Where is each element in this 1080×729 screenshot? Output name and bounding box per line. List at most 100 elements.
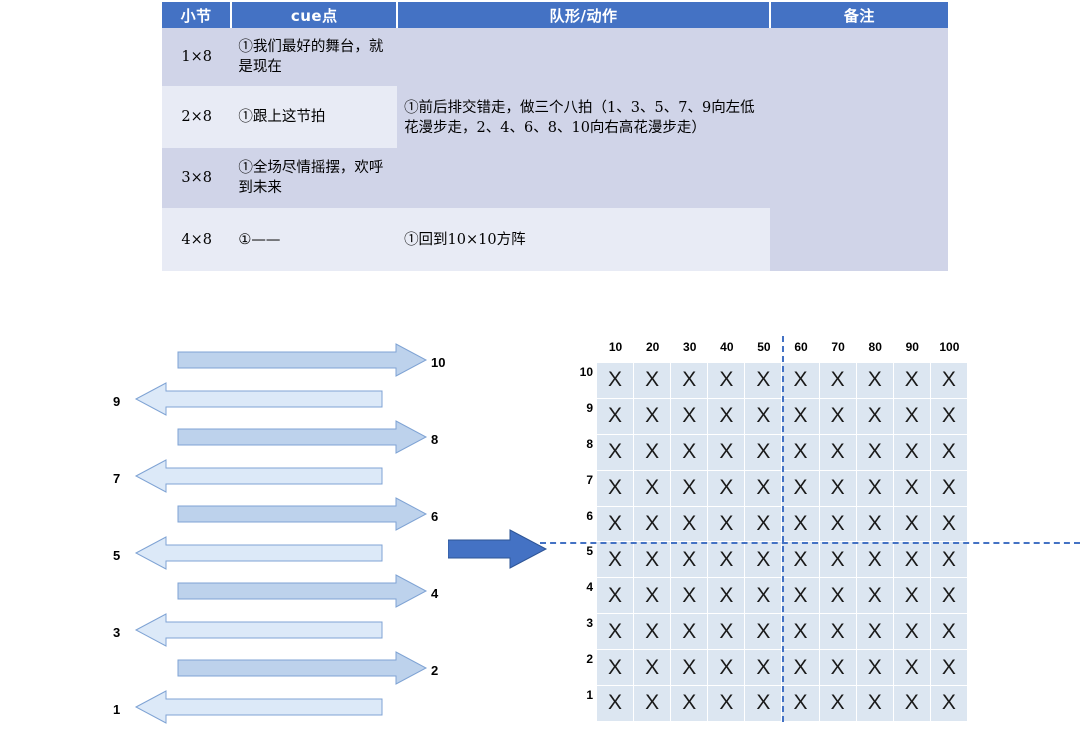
- left-arrow-icon: [134, 535, 383, 570]
- grid-cell: X: [782, 650, 820, 687]
- grid-cell: X: [671, 686, 709, 722]
- grid-cell: X: [819, 434, 857, 471]
- grid-col-header-20: 20: [645, 340, 660, 354]
- grid-cell: X: [671, 506, 709, 543]
- arrow-label-2: 2: [431, 663, 439, 678]
- grid-cell: X: [671, 398, 709, 435]
- grid-cell: X: [708, 506, 746, 543]
- grid-cell: X: [856, 578, 894, 615]
- grid-cell: X: [930, 506, 968, 543]
- grid-horizontal-divider-line: [540, 542, 1080, 544]
- arrow-row-2: 2: [0, 650, 470, 690]
- grid-cell: X: [634, 363, 672, 399]
- grid-cell: X: [708, 650, 746, 687]
- arrow-row-7: 7: [0, 458, 470, 498]
- grid-cell: X: [745, 614, 783, 651]
- grid-cell: X: [634, 650, 672, 687]
- right-arrow-icon: [177, 420, 428, 454]
- cell-move-1: ①前后排交错走，做三个八拍（1、3、5、7、9向左低花漫步走，2、4、6、8、1…: [397, 28, 770, 208]
- grid-cell: X: [893, 470, 931, 507]
- grid-column-headers: 10 20 30 40 50 60 70 80 90 100: [597, 340, 968, 358]
- grid-row-label-5: 5: [586, 544, 593, 559]
- arrow-row-6: 6: [0, 496, 470, 536]
- grid-cell: X: [930, 650, 968, 687]
- cell-move-4: ①回到10×10方阵: [397, 208, 770, 271]
- grid-cell: X: [856, 470, 894, 507]
- grid-cell: X: [671, 578, 709, 615]
- grid-cell: X: [708, 614, 746, 651]
- arrow-label-1: 1: [113, 701, 121, 717]
- grid-cell: X: [819, 686, 857, 722]
- grid-row-10: 10 X X X X X X X X X X: [580, 363, 968, 399]
- grid-cell: X: [893, 686, 931, 722]
- cell-cue-1: ①我们最好的舞台，就是现在: [231, 28, 398, 86]
- grid-cell: X: [708, 542, 746, 579]
- grid-cell: X: [745, 650, 783, 687]
- grid-cell: X: [856, 434, 894, 471]
- right-arrow-icon: [177, 497, 428, 531]
- grid-cell: X: [708, 363, 746, 399]
- grid-cell: X: [819, 506, 857, 543]
- grid-cell: X: [893, 614, 931, 651]
- grid-rows: 10 X X X X X X X X X X 9 X X X X X X X X X X 8 X X X X X X X X X X 7 X X X X X…: [580, 363, 968, 722]
- grid-cell: X: [634, 398, 672, 435]
- arrow-label-5: 5: [113, 547, 121, 563]
- right-arrow-icon: [177, 343, 428, 377]
- grid-col-header-10: 10: [608, 340, 623, 354]
- grid-col-header-90: 90: [905, 340, 919, 354]
- grid-cell: X: [930, 470, 968, 507]
- left-arrow-icon: [134, 612, 383, 647]
- grid-cell: X: [671, 363, 709, 399]
- grid-cell: X: [856, 363, 894, 399]
- cell-note-1: [769, 28, 948, 271]
- grid-cell: X: [930, 686, 968, 722]
- header-note: 备注: [769, 2, 948, 28]
- cell-bar-2: 2×8: [162, 86, 232, 148]
- grid-cell: X: [782, 363, 820, 399]
- grid-cell: X: [856, 614, 894, 651]
- grid-cell: X: [708, 398, 746, 435]
- grid-cell: X: [708, 470, 746, 507]
- header-move: 队形/动作: [397, 2, 771, 28]
- grid-col-header-50: 50: [757, 340, 771, 354]
- grid-cell: X: [671, 614, 709, 651]
- grid-row-label-1: 1: [586, 688, 593, 703]
- grid-cell: X: [856, 542, 894, 579]
- cell-bar-3: 3×8: [162, 148, 232, 208]
- cell-cue-3: ①全场尽情摇摆，欢呼到未来: [231, 148, 398, 208]
- table-row: 1×8 ①我们最好的舞台，就是现在 ①前后排交错走，做三个八拍（1、3、5、7、…: [162, 28, 948, 271]
- transition-right-arrow-icon: [447, 528, 548, 570]
- grid-cell: X: [893, 542, 931, 579]
- cue-sheet-table: 小节 cue点 队形/动作 备注 1×8 ①我们最好的舞台，就是现在 ①前后排交…: [162, 2, 948, 271]
- grid-cell: X: [930, 434, 968, 471]
- grid-cell: X: [819, 542, 857, 579]
- grid-row-label-8: 8: [586, 436, 593, 451]
- grid-cell: X: [634, 614, 672, 651]
- grid-cell: X: [819, 470, 857, 507]
- arrow-label-10: 10: [431, 355, 446, 370]
- grid-cell: X: [782, 578, 820, 615]
- grid-cell: X: [708, 434, 746, 471]
- grid-cell: X: [597, 398, 635, 435]
- grid-cell: X: [745, 363, 783, 399]
- grid-cell: X: [634, 578, 672, 615]
- grid-cell: X: [597, 542, 635, 579]
- grid-row-label-10: 10: [579, 365, 593, 379]
- grid-cell: X: [745, 542, 783, 579]
- cell-bar-1: 1×8: [162, 28, 232, 86]
- grid-cell: X: [597, 470, 635, 507]
- arrow-label-8: 8: [431, 432, 439, 447]
- grid-cell: X: [856, 398, 894, 435]
- grid-cell: X: [597, 363, 635, 399]
- grid-cell: X: [930, 614, 968, 651]
- grid-cell: X: [856, 650, 894, 687]
- grid-cell: X: [819, 578, 857, 615]
- arrow-label-6: 6: [431, 509, 439, 524]
- grid-col-header-70: 70: [831, 340, 845, 354]
- grid-cell: X: [782, 542, 820, 579]
- cell-cue-2: ①跟上这节拍: [231, 86, 398, 148]
